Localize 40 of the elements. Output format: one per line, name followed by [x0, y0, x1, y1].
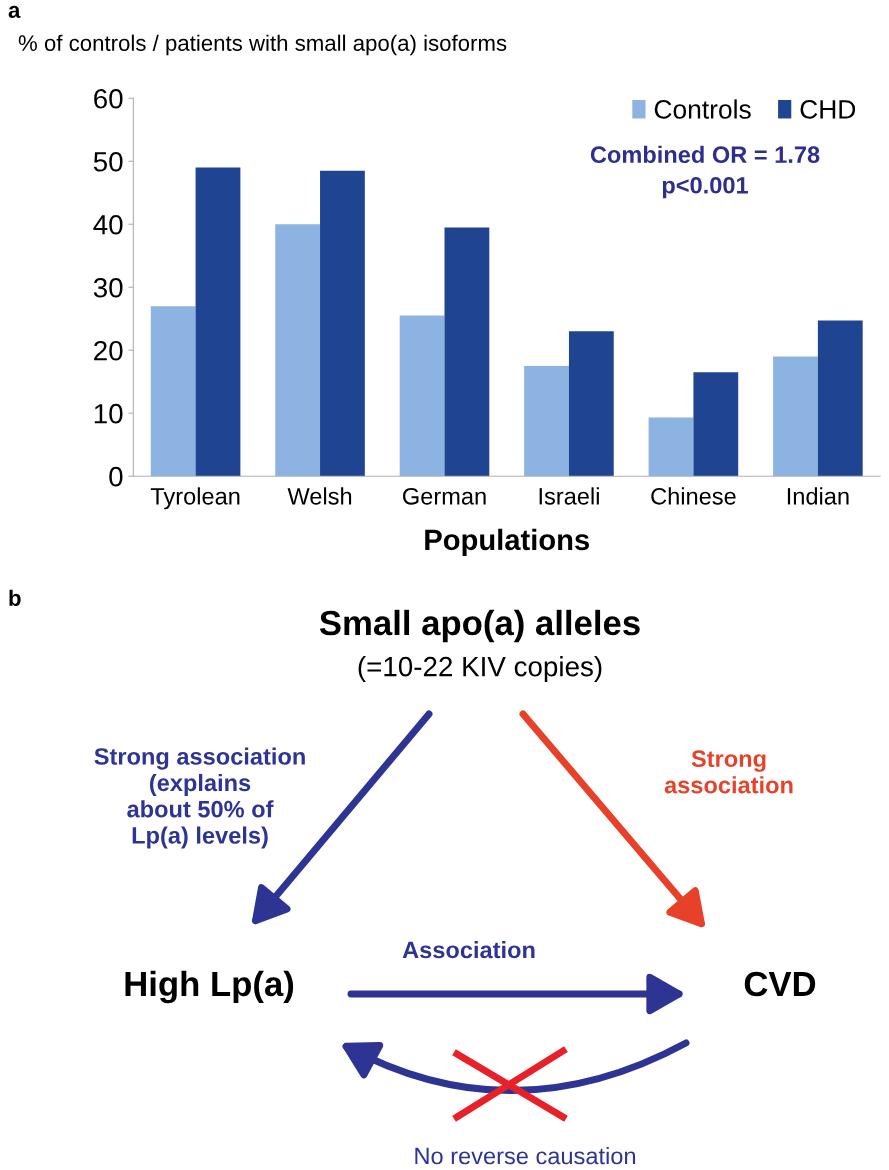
text: b — [9, 589, 21, 606]
x-axis-title: Populations — [425, 528, 589, 556]
text: Small apo(a) alleles — [319, 609, 640, 643]
bar — [693, 372, 739, 477]
text: Strong association — [664, 750, 793, 794]
text: a — [8, 5, 21, 18]
x-tick-label: German — [403, 487, 486, 505]
bar — [568, 331, 614, 477]
y-tick-label: 50 — [93, 151, 123, 172]
text: (=10-22 KIV copies) — [358, 656, 602, 682]
x-tick-label: Welsh — [287, 487, 352, 505]
text: No reverse causation — [415, 1146, 636, 1165]
chart-title: % of controls / patients with small apo(a) isoforms — [18, 34, 507, 56]
bar — [150, 306, 196, 477]
bar — [648, 417, 694, 477]
y-tick-label: 20 — [94, 340, 123, 361]
x-tick-label: Indian — [787, 487, 849, 505]
text: CVD — [744, 971, 816, 997]
legend-label: CHD — [800, 100, 856, 119]
y-tick-label: 40 — [93, 214, 123, 235]
bar — [195, 167, 241, 477]
y-tick-label: 30 — [93, 277, 123, 298]
bar — [320, 170, 365, 477]
annotation: Combined OR = 1.78 p<0.001 — [590, 145, 820, 199]
x-tick-label: Tyrolean — [150, 487, 240, 510]
bar — [817, 320, 863, 477]
bar — [275, 224, 321, 477]
x-tick-label: Israeli — [539, 487, 599, 505]
x-tick-label: Chinese — [651, 487, 736, 505]
bar — [773, 356, 818, 477]
text: Strong association (explains about 50% of Lp(a) levels) — [94, 747, 305, 849]
y-tick-label: 10 — [94, 403, 123, 424]
bar — [444, 227, 490, 477]
text: High Lp(a) — [125, 970, 294, 1004]
y-tick-label: 0 — [109, 466, 123, 487]
y-tick-label: 60 — [94, 88, 123, 109]
bar — [399, 315, 445, 477]
legend-label: Controls — [654, 99, 751, 119]
bar — [524, 365, 569, 477]
text: Association — [402, 940, 535, 959]
